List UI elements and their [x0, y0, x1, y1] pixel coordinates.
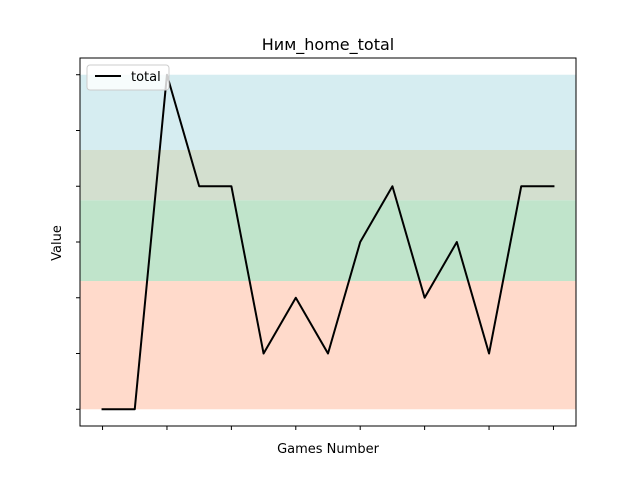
chart-title: Ним_home_total: [262, 35, 394, 55]
axes: [76, 57, 577, 430]
data-point-total-13: [520, 185, 522, 187]
data-point-total-6: [295, 297, 297, 299]
data-point-total-8: [359, 241, 361, 243]
data-point-total-12: [488, 353, 490, 355]
y-axis-label: Value: [50, 225, 65, 261]
background-bands: [80, 74, 576, 410]
data-point-total-1: [134, 408, 136, 410]
data-point-total-5: [263, 353, 265, 355]
data-point-total-4: [230, 185, 232, 187]
background-band-2: [80, 150, 576, 201]
data-point-total-7: [327, 353, 329, 355]
data-point-total-10: [424, 297, 426, 299]
data-point-total-0: [102, 408, 104, 410]
data-point-total-14: [552, 185, 554, 187]
background-band-1: [80, 200, 576, 282]
x-axis-label: Games Number: [277, 442, 379, 457]
legend: total: [86, 64, 170, 91]
series-line-total: [101, 73, 555, 411]
legend-box: [86, 64, 170, 91]
data-point-total-3: [198, 185, 200, 187]
series-lines: [101, 73, 555, 411]
data-point-total-11: [456, 241, 458, 243]
background-band-0: [80, 281, 576, 410]
legend-label-total: total: [131, 70, 161, 85]
data-point-total-9: [391, 185, 393, 187]
